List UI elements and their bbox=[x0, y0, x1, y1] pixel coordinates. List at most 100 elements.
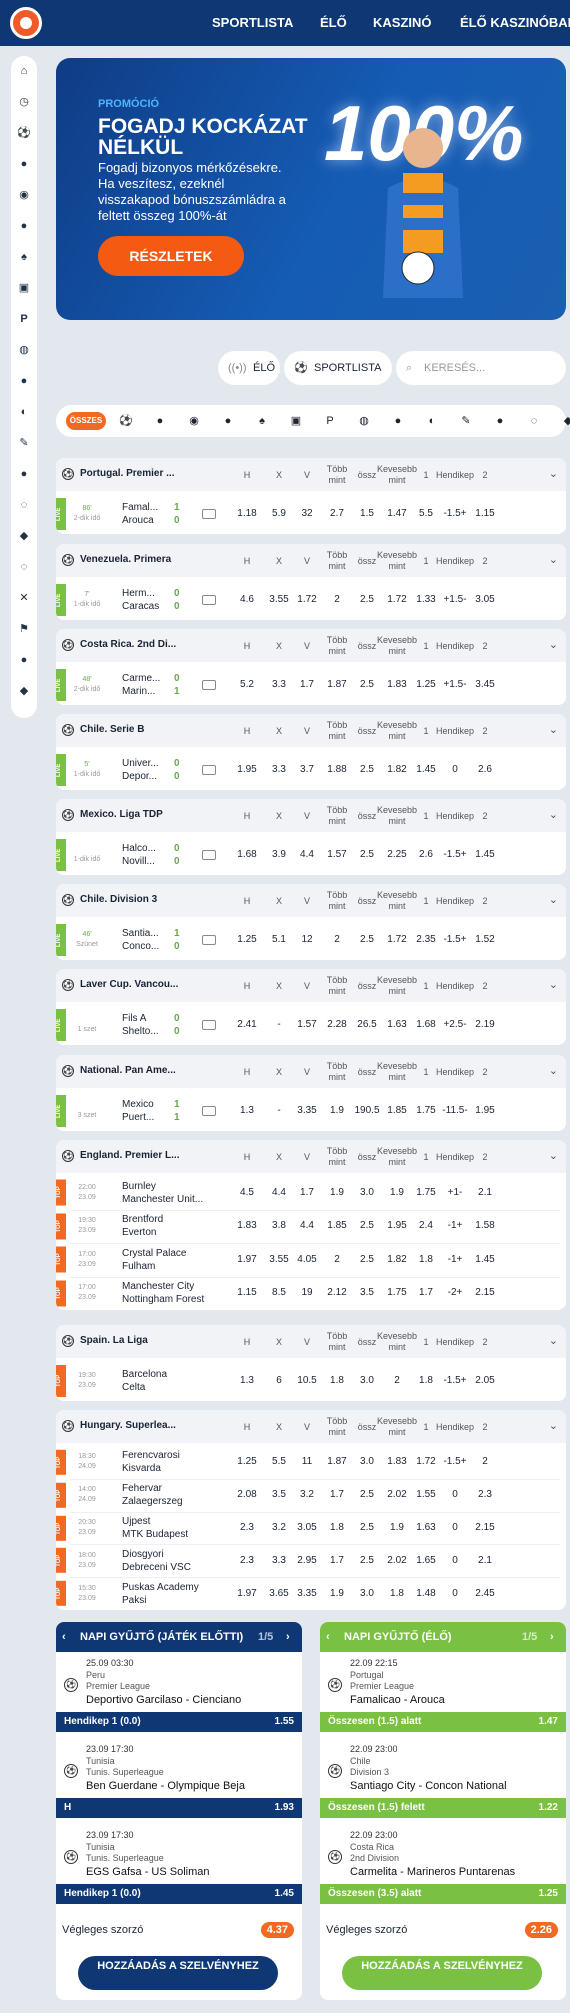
odds-cell[interactable]: 3.55 bbox=[269, 594, 289, 605]
baseball-icon[interactable]: ◌ bbox=[20, 561, 28, 573]
odds-cell[interactable]: 1.72 bbox=[416, 1456, 436, 1468]
odds-cell[interactable]: 1.85 bbox=[327, 1220, 347, 1232]
entry-bet[interactable]: H 1.93 bbox=[56, 1798, 302, 1818]
odds-cell[interactable]: 4.4 bbox=[272, 1186, 286, 1198]
stats-icon[interactable] bbox=[202, 850, 216, 860]
odds-cell[interactable]: 3.05 bbox=[475, 594, 495, 605]
league-header[interactable]: ⚽ Chile. Division 3 H X V Több mint össz Kevese… bbox=[56, 884, 566, 917]
match-row[interactable]: LIVE 5' 1-dik idő Univer... Depor... 0 0 1.95 3.… bbox=[56, 750, 566, 790]
odds-cell[interactable]: 3.5 bbox=[360, 1287, 374, 1299]
accumulator-entry[interactable]: 22.09 23:00 Costa Rica 2nd Division ⚽ Carmel… bbox=[320, 1828, 566, 1914]
odds-cell[interactable]: -1.5+ bbox=[443, 849, 467, 860]
baseball-icon[interactable]: ◌ bbox=[20, 499, 28, 511]
odds-cell[interactable]: 1.8 bbox=[419, 1375, 433, 1386]
odds-cell[interactable]: 2.5 bbox=[360, 764, 374, 775]
odds-cell[interactable]: 3.0 bbox=[360, 1456, 374, 1468]
odds-cell[interactable]: -1.5+ bbox=[443, 934, 467, 945]
odds-cell[interactable]: -1.5+ bbox=[443, 1456, 467, 1468]
odds-cell[interactable]: -1+ bbox=[447, 1253, 463, 1265]
tab-live[interactable]: ((•)) ÉLŐ bbox=[218, 351, 280, 385]
baseball-icon[interactable]: ◌ bbox=[530, 415, 538, 427]
chevron-down-icon[interactable]: ⌄ bbox=[548, 468, 558, 480]
match-row[interactable]: LIVE 3 szet Mexico Puert... 1 1 1.3 - 3.35 1.9 190… bbox=[56, 1091, 566, 1131]
league-header[interactable]: ⚽ National. Pan Ame... H X V Több mint össz Kev… bbox=[56, 1055, 566, 1088]
chevron-down-icon[interactable]: ⌄ bbox=[548, 639, 558, 651]
odds-cell[interactable]: 3.7 bbox=[300, 764, 314, 775]
odds-cell[interactable]: 2.5 bbox=[360, 1489, 374, 1501]
add-to-slip-button[interactable]: HOZZÁADÁS A SZELVÉNYHEZ bbox=[78, 1956, 278, 1990]
odds-cell[interactable]: 0 bbox=[452, 1521, 458, 1533]
odds-cell[interactable]: 1.25 bbox=[237, 934, 257, 945]
soccer-icon[interactable]: ⚽ bbox=[119, 415, 133, 427]
tennis-icon[interactable]: ● bbox=[20, 375, 28, 387]
match-row[interactable]: TOP 19:30 23.09 Barcelona Celta 1.3 6 10.5 1.8 3.… bbox=[56, 1361, 566, 1401]
odds-cell[interactable]: 1.83 bbox=[387, 679, 407, 690]
league-header[interactable]: ⚽ Venezuela. Primera H X V Több mint össz Keves… bbox=[56, 544, 566, 577]
stats-icon[interactable] bbox=[202, 935, 216, 945]
odds-cell[interactable]: 1.8 bbox=[419, 1253, 433, 1265]
odds-cell[interactable]: 1.45 bbox=[475, 1253, 495, 1265]
odds-cell[interactable]: 1.8 bbox=[390, 1587, 404, 1599]
hockey-icon[interactable]: ◉ bbox=[189, 415, 199, 427]
odds-cell[interactable]: 2.5 bbox=[360, 1554, 374, 1566]
details-button[interactable]: RÉSZLETEK bbox=[98, 236, 244, 276]
league-header[interactable]: ⚽ Portugal. Premier ... H X V Több mint össz Ke… bbox=[56, 458, 566, 491]
hockey-icon[interactable]: ◉ bbox=[19, 189, 29, 201]
odds-cell[interactable]: 2.1 bbox=[478, 1186, 492, 1198]
tab-sportlist[interactable]: ⚽ SPORTLISTA bbox=[284, 351, 392, 385]
odds-cell[interactable]: 2.5 bbox=[360, 1521, 374, 1533]
odds-cell[interactable]: 3.35 bbox=[297, 1105, 317, 1116]
stats-icon[interactable] bbox=[202, 509, 216, 519]
parking-icon[interactable]: P bbox=[326, 415, 334, 427]
odds-cell[interactable]: 1.8 bbox=[330, 1375, 344, 1386]
odds-cell[interactable]: 1.5 bbox=[360, 508, 374, 519]
odds-cell[interactable]: 1.9 bbox=[330, 1587, 344, 1599]
odds-cell[interactable]: 2.08 bbox=[237, 1489, 257, 1501]
odds-cell[interactable]: 10.5 bbox=[297, 1375, 317, 1386]
odds-cell[interactable]: -11.5- bbox=[442, 1105, 468, 1116]
match-row[interactable]: TOP 18:00 23.09 Diosgyori Debreceni VSC 2.3 3.… bbox=[56, 1544, 566, 1577]
odds-cell[interactable]: 1.52 bbox=[475, 934, 495, 945]
odds-cell[interactable]: 1.3 bbox=[240, 1105, 254, 1116]
odds-cell[interactable]: 2.15 bbox=[475, 1521, 495, 1533]
odds-cell[interactable]: 3.0 bbox=[360, 1375, 374, 1386]
nav-casino[interactable]: KASZINÓ bbox=[373, 15, 432, 30]
odds-cell[interactable]: -1.5+ bbox=[443, 508, 467, 519]
odds-cell[interactable]: 1.95 bbox=[387, 1220, 407, 1232]
basketball-icon[interactable]: ● bbox=[20, 220, 28, 232]
chevron-down-icon[interactable]: ⌄ bbox=[548, 1150, 558, 1162]
nav-sportlist[interactable]: SPORTLISTA bbox=[212, 15, 294, 30]
rugby-icon[interactable]: ◆ bbox=[19, 530, 29, 542]
odds-cell[interactable]: 2.4 bbox=[419, 1220, 433, 1232]
accumulator-entry[interactable]: 22.09 23:00 Chile Division 3 ⚽ Santiago City… bbox=[320, 1742, 566, 1828]
tennis-icon[interactable]: ● bbox=[394, 415, 402, 427]
odds-cell[interactable]: 1.3 bbox=[240, 1375, 254, 1386]
odds-cell[interactable]: 3.3 bbox=[272, 679, 286, 690]
odds-cell[interactable]: 2.3 bbox=[478, 1489, 492, 1501]
stats-icon[interactable] bbox=[202, 1106, 216, 1116]
chevron-down-icon[interactable]: ⌄ bbox=[548, 724, 558, 736]
odds-cell[interactable]: 1.75 bbox=[387, 1287, 407, 1299]
match-row[interactable]: TOP 15:30 23.09 Puskas Academy Paksi 1.97 3.65… bbox=[56, 1577, 566, 1610]
entry-bet[interactable]: Összesen (3.5) alatt 1.25 bbox=[320, 1884, 566, 1904]
match-row[interactable]: TOP 20:30 23.09 Ujpest MTK Budapest 2.3 3.2 3.0… bbox=[56, 1511, 566, 1545]
stats-icon[interactable] bbox=[202, 680, 216, 690]
odds-cell[interactable]: 2.5 bbox=[360, 1253, 374, 1265]
odds-cell[interactable]: 2 bbox=[482, 1456, 488, 1468]
odds-cell[interactable]: - bbox=[277, 1105, 281, 1116]
odds-cell[interactable]: 0 bbox=[452, 1587, 458, 1599]
nav-live-casino[interactable]: ÉLŐ KASZINÓBAN bbox=[460, 15, 570, 30]
chevron-right-icon[interactable]: › bbox=[550, 1631, 554, 1643]
odds-cell[interactable]: 1.85 bbox=[387, 1105, 407, 1116]
odds-cell[interactable]: 2.02 bbox=[387, 1489, 407, 1501]
chevron-down-icon[interactable]: ⌄ bbox=[548, 1065, 558, 1077]
odds-cell[interactable]: 1.45 bbox=[475, 849, 495, 860]
odds-cell[interactable]: 1.7 bbox=[330, 1554, 344, 1566]
badminton-icon[interactable]: ✎ bbox=[461, 415, 471, 427]
odds-cell[interactable]: - bbox=[277, 1019, 281, 1030]
odds-cell[interactable]: 1.65 bbox=[416, 1554, 436, 1566]
odds-cell[interactable]: 2 bbox=[394, 1375, 400, 1386]
soccer-icon[interactable]: ⚽ bbox=[17, 127, 31, 139]
stats-icon[interactable] bbox=[202, 595, 216, 605]
odds-cell[interactable]: 1.97 bbox=[237, 1587, 257, 1599]
